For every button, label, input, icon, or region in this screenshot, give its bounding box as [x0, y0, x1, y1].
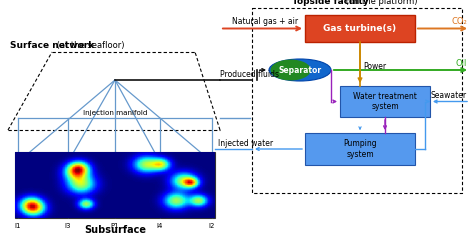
Text: Surface network: Surface network	[10, 41, 94, 50]
Bar	[15, 152, 215, 218]
Text: P1: P1	[111, 223, 119, 229]
Text: Power: Power	[363, 61, 386, 70]
Text: (on the platform): (on the platform)	[343, 0, 418, 6]
Text: Injection manifold: Injection manifold	[83, 110, 147, 116]
Text: I3: I3	[65, 223, 71, 229]
Text: Separator: Separator	[278, 66, 321, 75]
Bar	[340, 86, 430, 117]
Text: I4: I4	[157, 223, 163, 229]
Ellipse shape	[269, 59, 331, 81]
Text: Water treatment
system: Water treatment system	[353, 92, 417, 111]
Bar	[305, 15, 415, 42]
Text: (at the seafloor): (at the seafloor)	[54, 41, 125, 50]
Bar	[305, 133, 415, 165]
Text: Produced fluids: Produced fluids	[220, 70, 279, 79]
Text: Oil: Oil	[456, 59, 467, 68]
Text: Topside facility: Topside facility	[292, 0, 369, 6]
Text: I2: I2	[209, 223, 215, 229]
Text: I1: I1	[15, 223, 21, 229]
Text: Seawater: Seawater	[431, 90, 467, 99]
Text: Pumping
system: Pumping system	[343, 139, 377, 159]
Bar	[252, 8, 462, 193]
Text: CO₂: CO₂	[451, 17, 467, 26]
Ellipse shape	[271, 60, 311, 80]
Text: Injected water: Injected water	[218, 139, 273, 148]
Text: Subsurface: Subsurface	[84, 225, 146, 235]
Text: Gas turbine(s): Gas turbine(s)	[323, 24, 397, 33]
Text: Natural gas + air: Natural gas + air	[232, 17, 298, 26]
